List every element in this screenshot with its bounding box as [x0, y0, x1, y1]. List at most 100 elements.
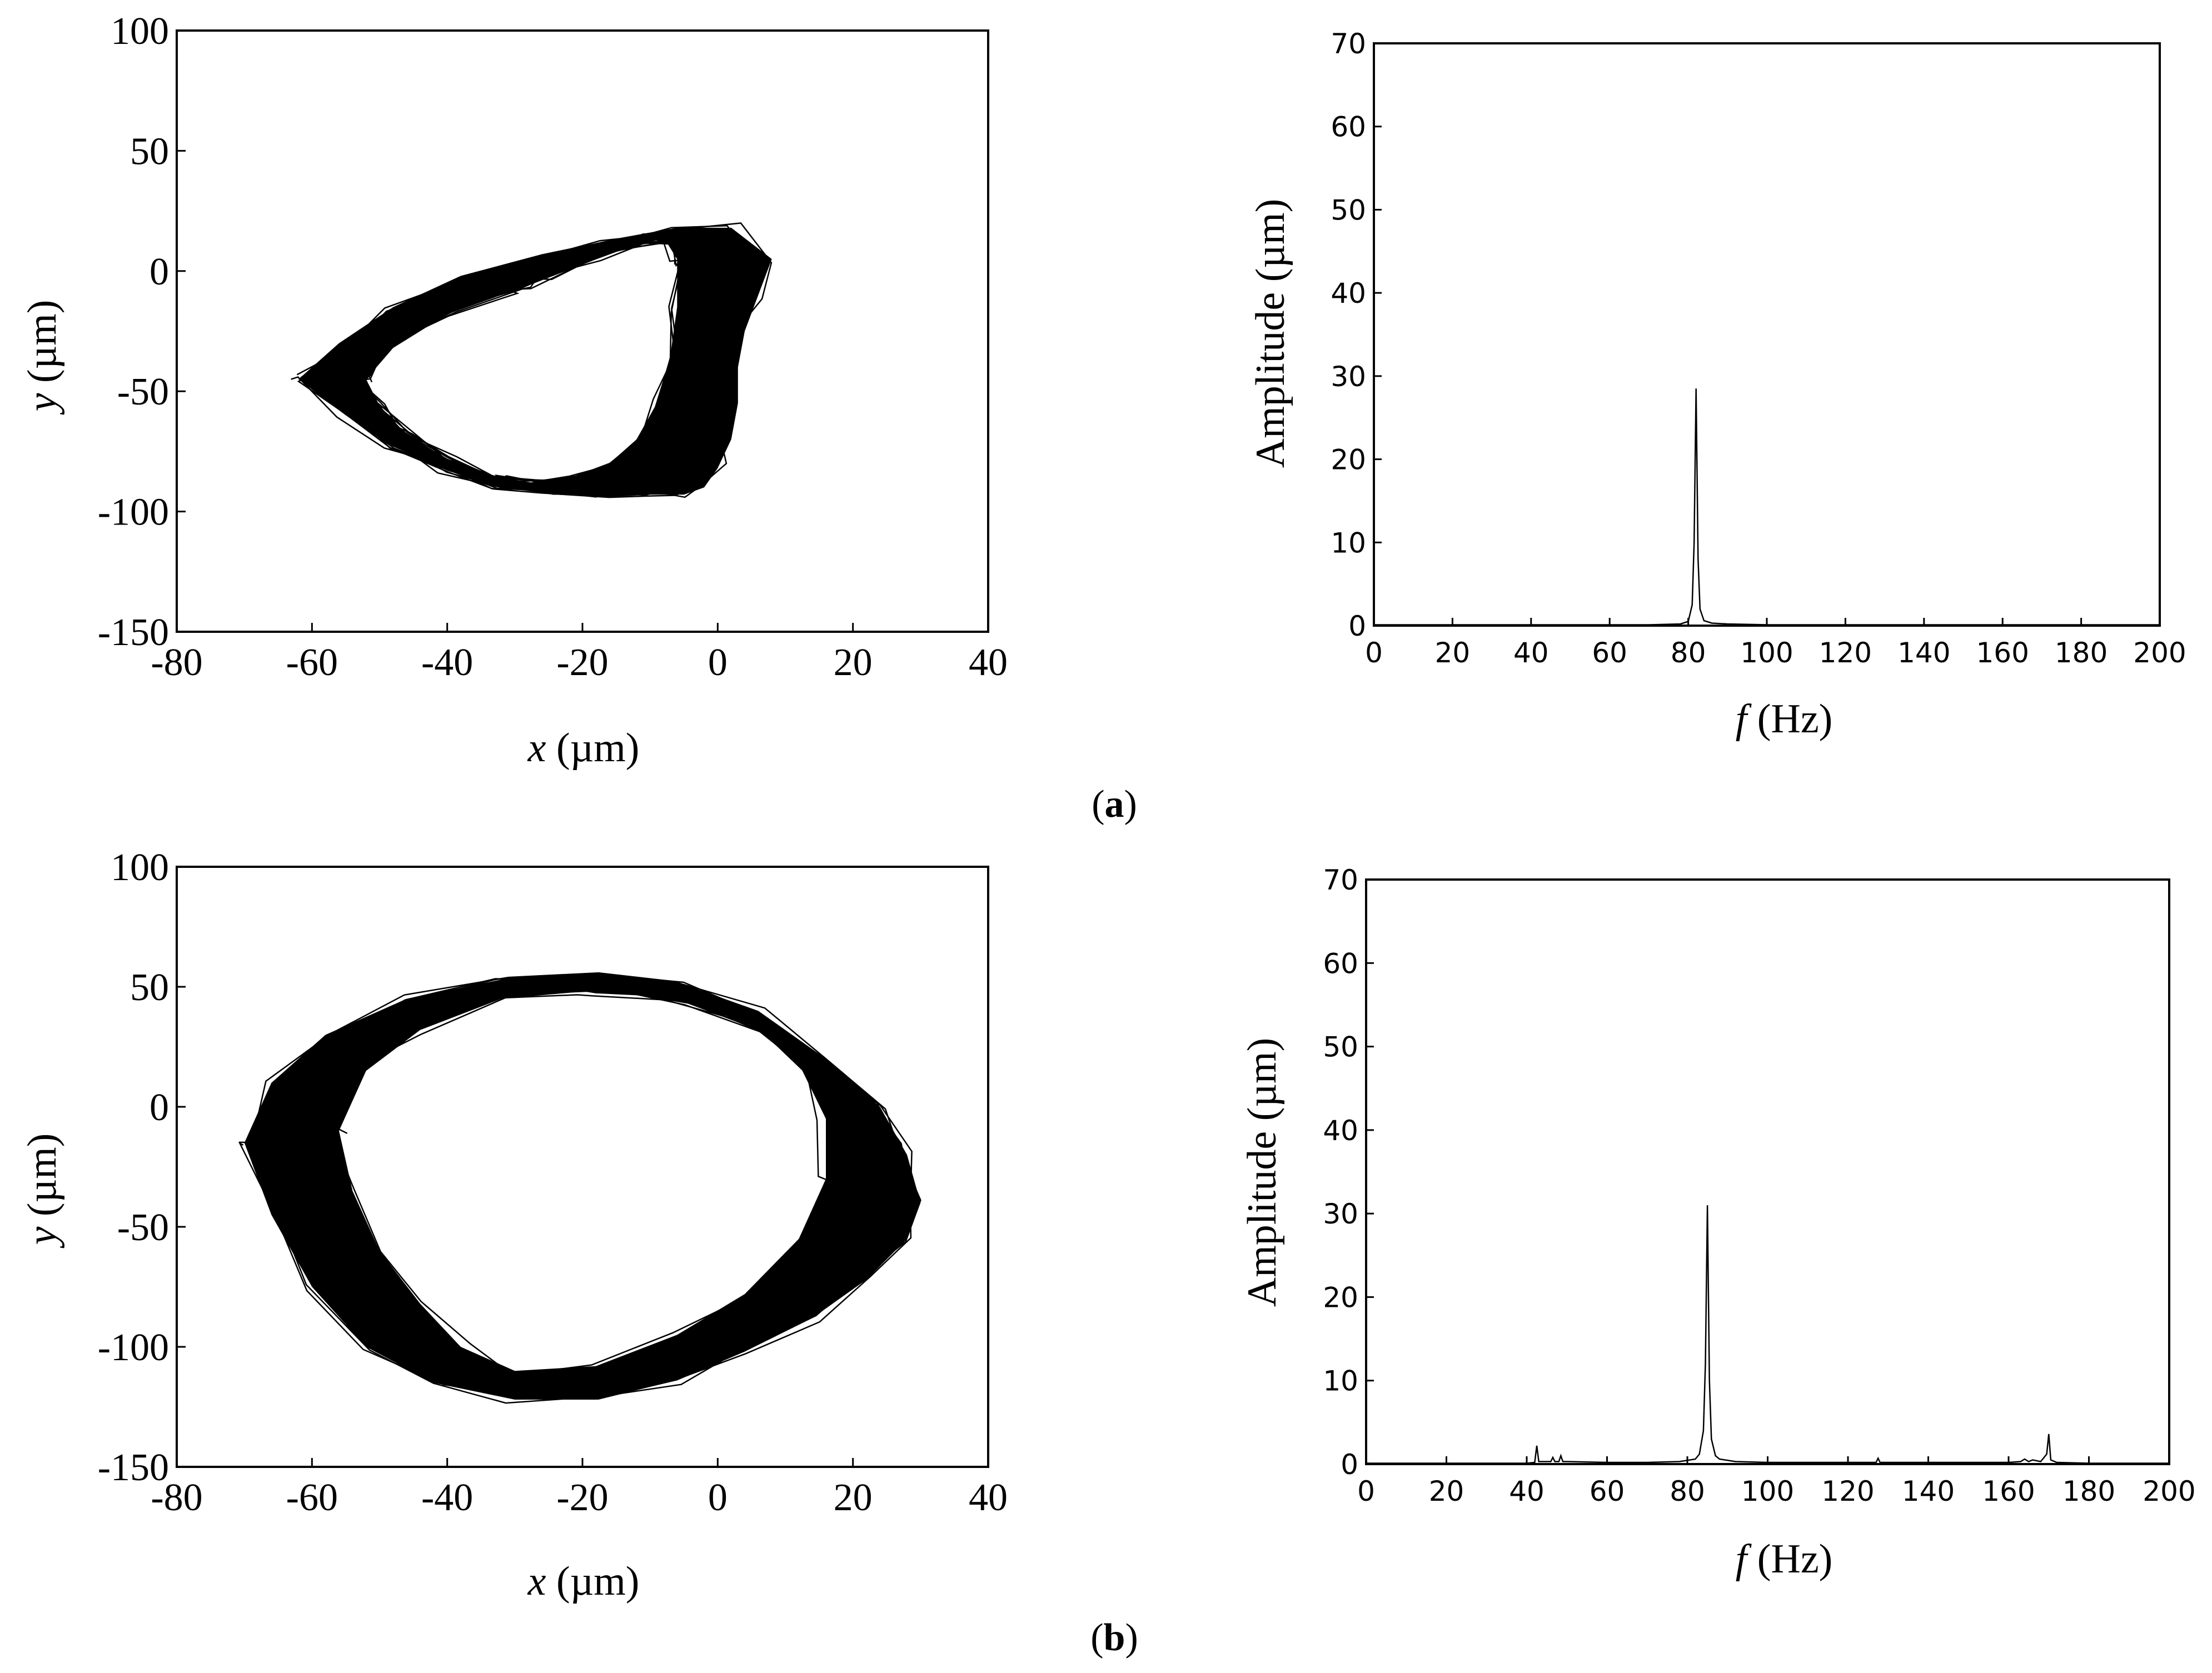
orbit-loop	[320, 233, 748, 492]
orbit-loop	[239, 972, 921, 1404]
y-tick-label: 20	[1331, 444, 1366, 476]
x-axis-label: f (Hz)	[1736, 1536, 1833, 1582]
y-axis-label: Amplitude (µm)	[1239, 1038, 1285, 1307]
orbit-loop	[276, 977, 899, 1395]
x-tick-label: 200	[2143, 1475, 2195, 1507]
x-tick-label: -60	[286, 641, 338, 684]
x-tick-label: 20	[834, 1476, 873, 1519]
orbit-loop	[302, 983, 863, 1381]
orbit-loop	[360, 237, 682, 486]
x-tick-label: 0	[1365, 637, 1383, 669]
x-tick-label: 160	[1976, 637, 2029, 669]
x-tick-label: 40	[969, 1476, 1008, 1519]
y-tick-label: 100	[111, 10, 169, 53]
orbit-marks	[238, 972, 921, 1404]
x-tick-label: -60	[286, 1476, 338, 1519]
y-tick-label: -50	[117, 371, 169, 413]
y-tick-label: 40	[1331, 277, 1366, 309]
spectrum-marks	[1374, 388, 2160, 626]
x-tick-label: 180	[2055, 637, 2108, 669]
orbit-loop	[338, 239, 699, 486]
x-tick-label: -80	[151, 1476, 202, 1519]
x-tick-label: -20	[556, 1476, 608, 1519]
y-tick-label: 30	[1331, 361, 1366, 393]
x-axis-label: f (Hz)	[1736, 696, 1833, 742]
x-tick-label: 40	[1513, 637, 1549, 669]
y-tick-label: 10	[1331, 527, 1366, 559]
x-ticks: -80 -60 -40 -20 0 20 40	[151, 1458, 1008, 1519]
orbit-loop	[290, 987, 869, 1388]
spectrum-line	[1366, 1205, 2169, 1464]
y-tick-label: -100	[98, 1326, 169, 1369]
y-tick-label: 10	[1323, 1365, 1358, 1397]
x-tick-label: 0	[708, 1476, 728, 1519]
orbit-loop	[356, 242, 692, 483]
x-tick-label: -40	[421, 641, 473, 684]
x-tick-label: 40	[1509, 1475, 1545, 1507]
chart-a-spectrum: 0 20 40 60 80 100 120 140 160 180 200 0 10 20 30 40 50 6…	[1248, 28, 2186, 742]
x-ticks: -80 -60 -40 -20 0 20 40	[151, 623, 1008, 684]
x-tick-label: 20	[1429, 1475, 1464, 1507]
orbit-loop	[328, 994, 835, 1375]
orbit-loop	[351, 235, 695, 482]
caption-a: (a)	[1092, 783, 1137, 826]
caption-b: (b)	[1090, 1616, 1138, 1659]
x-tick-label: 100	[1740, 637, 1793, 669]
x-ticks: 0 20 40 60 80 100 120 140 160 180 200	[1357, 1456, 2196, 1507]
x-tick-label: 120	[1821, 1475, 1874, 1507]
x-tick-label: 20	[1435, 637, 1471, 669]
x-tick-label: 100	[1741, 1475, 1794, 1507]
y-tick-label: 50	[130, 130, 169, 173]
y-ticks: -150 -100 -50 0 50 100	[98, 846, 186, 1489]
y-tick-label: 0	[1348, 610, 1366, 642]
orbit-loop	[305, 231, 760, 495]
orbit-loop	[312, 989, 854, 1381]
x-tick-label: -20	[556, 641, 608, 684]
x-tick-label: 60	[1592, 637, 1627, 669]
x-tick-label: 20	[834, 641, 873, 684]
x-tick-label: 140	[1902, 1475, 1955, 1507]
orbit-loop	[308, 984, 859, 1382]
y-ticks: 0 10 20 30 40 50 60 70	[1323, 864, 1374, 1481]
orbit-band	[298, 227, 772, 497]
y-tick-label: 0	[1341, 1449, 1358, 1481]
orbit-loop	[258, 980, 900, 1395]
x-tick-label: 140	[1897, 637, 1950, 669]
y-tick-label: -100	[98, 491, 169, 534]
x-tick-label: 80	[1670, 1475, 1705, 1507]
x-tick-label: -40	[421, 1476, 473, 1519]
y-tick-label: 70	[1323, 864, 1358, 896]
x-tick-label: -80	[151, 641, 202, 684]
y-axis-label: y (µm)	[19, 300, 65, 416]
x-tick-label: 160	[1982, 1475, 2035, 1507]
x-tick-label: 180	[2062, 1475, 2115, 1507]
y-tick-label: 60	[1331, 111, 1366, 143]
y-tick-label: 0	[150, 251, 169, 293]
orbit-loop	[257, 978, 899, 1392]
orbit-loop	[307, 228, 755, 498]
chart-a-orbit: -80 -60 -40 -20 0 20 40 -150 -100 -50 0 50 100 x (µ…	[19, 10, 1008, 771]
orbit-marks	[291, 222, 773, 498]
y-tick-label: 70	[1331, 28, 1366, 60]
y-tick-label: -50	[117, 1206, 169, 1249]
x-tick-label: 120	[1819, 637, 1872, 669]
y-tick-label: 100	[111, 846, 169, 889]
y-tick-label: -150	[98, 611, 169, 654]
spectrum-marks	[1366, 1205, 2169, 1464]
y-tick-label: 20	[1323, 1281, 1358, 1314]
x-tick-label: 0	[1357, 1475, 1375, 1507]
x-tick-label: 40	[969, 641, 1008, 684]
x-tick-label: 60	[1590, 1475, 1625, 1507]
y-ticks: 0 10 20 30 40 50 60 70	[1331, 28, 1382, 642]
y-tick-label: 0	[150, 1086, 169, 1129]
y-tick-label: 40	[1323, 1115, 1358, 1147]
x-tick-label: 200	[2133, 637, 2186, 669]
y-tick-label: 50	[1323, 1031, 1358, 1063]
y-axis-label: y (µm)	[19, 1133, 65, 1249]
x-axis-label: x (µm)	[527, 725, 640, 771]
x-ticks: 0 20 40 60 80 100 120 140 160 180 200	[1365, 618, 2186, 669]
y-tick-label: -150	[98, 1446, 169, 1489]
orbit-loop	[343, 241, 691, 485]
orbit-loop	[238, 973, 913, 1400]
orbit-band	[244, 975, 921, 1400]
